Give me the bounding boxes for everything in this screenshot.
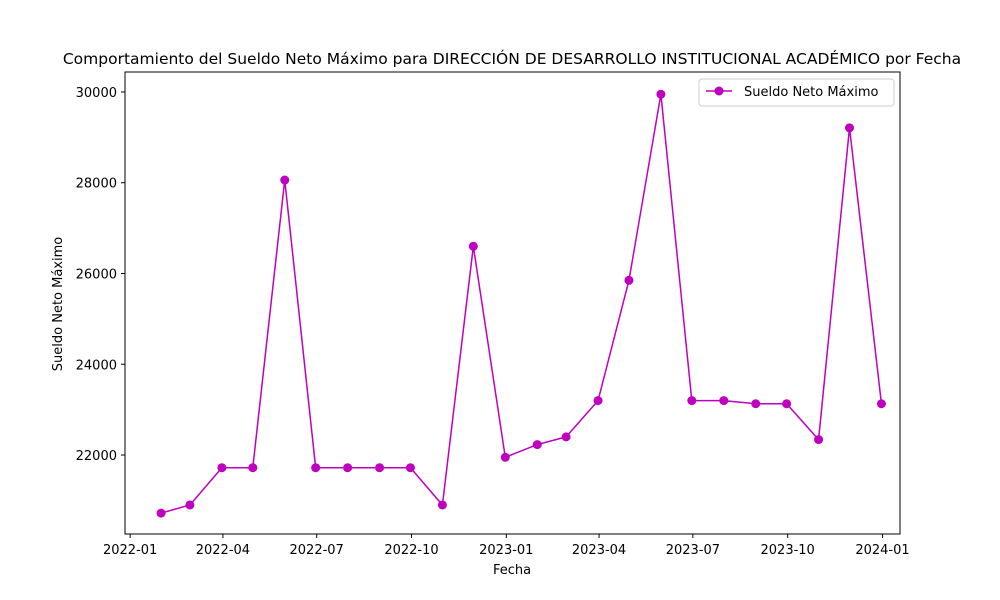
x-tick-label: 2023-04 <box>572 543 626 558</box>
data-point <box>375 463 385 473</box>
legend-label: Sueldo Neto Máximo <box>744 85 878 100</box>
y-tick-label: 24000 <box>76 358 117 373</box>
x-tick-label: 2023-07 <box>666 543 720 558</box>
x-tick-label: 2022-01 <box>103 543 157 558</box>
data-point <box>561 432 571 442</box>
chart-title: Comportamiento del Sueldo Neto Máximo pa… <box>63 49 961 68</box>
data-point <box>656 89 666 99</box>
x-axis-title: Fecha <box>493 563 531 578</box>
data-point <box>687 396 697 406</box>
data-point <box>343 463 353 473</box>
data-point <box>156 508 166 518</box>
data-point <box>437 500 447 510</box>
data-point <box>500 452 510 462</box>
x-tick-label: 2023-10 <box>761 543 815 558</box>
data-point <box>185 500 195 510</box>
data-point <box>311 463 321 473</box>
x-tick-label: 2022-10 <box>384 543 438 558</box>
legend: Sueldo Neto Máximo <box>698 78 895 107</box>
data-point <box>532 440 542 450</box>
x-tick-label: 2024-01 <box>855 543 909 558</box>
legend-marker <box>714 86 724 96</box>
y-axis-title: Sueldo Neto Máximo <box>51 237 66 371</box>
y-tick-label: 28000 <box>76 177 117 192</box>
data-point <box>845 123 855 133</box>
data-point <box>751 399 761 409</box>
y-tick-label: 30000 <box>76 86 117 101</box>
y-axis: 22000 24000 26000 28000 30000 <box>76 86 125 464</box>
data-point <box>593 396 603 406</box>
plot-frame <box>124 71 901 535</box>
data-point <box>468 241 478 251</box>
data-point <box>405 463 415 473</box>
x-tick-label: 2022-07 <box>290 543 344 558</box>
data-point <box>719 396 729 406</box>
x-axis: 2022-01 2022-04 2022-07 2022-10 2023-01 2023-… <box>103 534 910 558</box>
data-point <box>248 463 258 473</box>
data-point <box>782 399 792 409</box>
data-point <box>624 275 634 285</box>
legend-box <box>698 78 895 107</box>
x-tick-label: 2022-04 <box>196 543 250 558</box>
data-point <box>217 463 227 473</box>
plot-area <box>156 89 886 518</box>
data-point <box>280 175 290 185</box>
y-tick-label: 26000 <box>76 268 117 283</box>
x-tick-label: 2023-01 <box>479 543 533 558</box>
data-point <box>876 399 886 409</box>
series-line <box>160 93 883 514</box>
y-tick-label: 22000 <box>76 449 117 464</box>
data-point <box>814 435 824 445</box>
